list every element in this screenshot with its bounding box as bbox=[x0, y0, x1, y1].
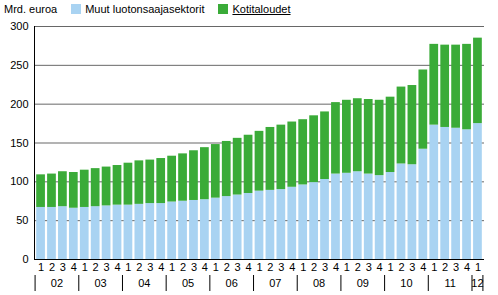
svg-text:3: 3 bbox=[147, 261, 153, 273]
svg-text:3: 3 bbox=[453, 261, 459, 273]
svg-text:300: 300 bbox=[10, 20, 28, 32]
svg-text:3: 3 bbox=[366, 261, 372, 273]
svg-text:05: 05 bbox=[182, 277, 194, 289]
svg-text:09: 09 bbox=[357, 277, 369, 289]
svg-text:03: 03 bbox=[95, 277, 107, 289]
svg-text:4: 4 bbox=[464, 261, 470, 273]
svg-text:4: 4 bbox=[420, 261, 426, 273]
svg-text:1: 1 bbox=[82, 261, 88, 273]
svg-text:100: 100 bbox=[10, 175, 28, 187]
svg-text:06: 06 bbox=[226, 277, 238, 289]
svg-text:3: 3 bbox=[322, 261, 328, 273]
svg-text:150: 150 bbox=[10, 137, 28, 149]
svg-text:1: 1 bbox=[213, 261, 219, 273]
svg-text:1: 1 bbox=[475, 261, 481, 273]
svg-text:4: 4 bbox=[114, 261, 120, 273]
html-text:Mrd. euroa: Mrd. euroa bbox=[4, 3, 58, 15]
svg-text:4: 4 bbox=[333, 261, 339, 273]
svg-text:1: 1 bbox=[344, 261, 350, 273]
svg-text:3: 3 bbox=[104, 261, 110, 273]
svg-text:10: 10 bbox=[400, 277, 412, 289]
svg-text:250: 250 bbox=[10, 59, 28, 71]
svg-text:2: 2 bbox=[442, 261, 448, 273]
svg-text:3: 3 bbox=[60, 261, 66, 273]
svg-text:02: 02 bbox=[51, 277, 63, 289]
svg-text:1: 1 bbox=[431, 261, 437, 273]
html-text:Kotitaloudet: Kotitaloudet bbox=[232, 3, 291, 15]
svg-text:2: 2 bbox=[93, 261, 99, 273]
svg-text:2: 2 bbox=[49, 261, 55, 273]
svg-text:1: 1 bbox=[38, 261, 44, 273]
svg-text:1: 1 bbox=[300, 261, 306, 273]
svg-text:2: 2 bbox=[267, 261, 273, 273]
svg-text:3: 3 bbox=[191, 261, 197, 273]
svg-text:50: 50 bbox=[16, 214, 28, 226]
svg-text:4: 4 bbox=[377, 261, 383, 273]
svg-text:07: 07 bbox=[269, 277, 281, 289]
svg-text:12: 12 bbox=[471, 277, 483, 289]
svg-text:3: 3 bbox=[409, 261, 415, 273]
svg-text:1: 1 bbox=[256, 261, 262, 273]
svg-text:2: 2 bbox=[180, 261, 186, 273]
svg-text:1: 1 bbox=[388, 261, 394, 273]
svg-text:2: 2 bbox=[398, 261, 404, 273]
svg-text:3: 3 bbox=[235, 261, 241, 273]
svg-text:2: 2 bbox=[355, 261, 361, 273]
html-text:Muut luotonsaajasektorit: Muut luotonsaajasektorit bbox=[85, 3, 205, 15]
svg-text:11: 11 bbox=[444, 277, 455, 289]
svg-text:4: 4 bbox=[202, 261, 208, 273]
svg-text:4: 4 bbox=[158, 261, 164, 273]
svg-text:1: 1 bbox=[125, 261, 131, 273]
svg-text:08: 08 bbox=[313, 277, 325, 289]
svg-text:1: 1 bbox=[169, 261, 175, 273]
svg-text:2: 2 bbox=[136, 261, 142, 273]
svg-text:4: 4 bbox=[246, 261, 252, 273]
svg-text:2: 2 bbox=[224, 261, 230, 273]
svg-text:3: 3 bbox=[278, 261, 284, 273]
svg-text:2: 2 bbox=[311, 261, 317, 273]
svg-text:4: 4 bbox=[71, 261, 77, 273]
svg-text:200: 200 bbox=[10, 98, 28, 110]
svg-text:4: 4 bbox=[289, 261, 295, 273]
svg-text:04: 04 bbox=[138, 277, 150, 289]
svg-text:0: 0 bbox=[22, 253, 28, 265]
